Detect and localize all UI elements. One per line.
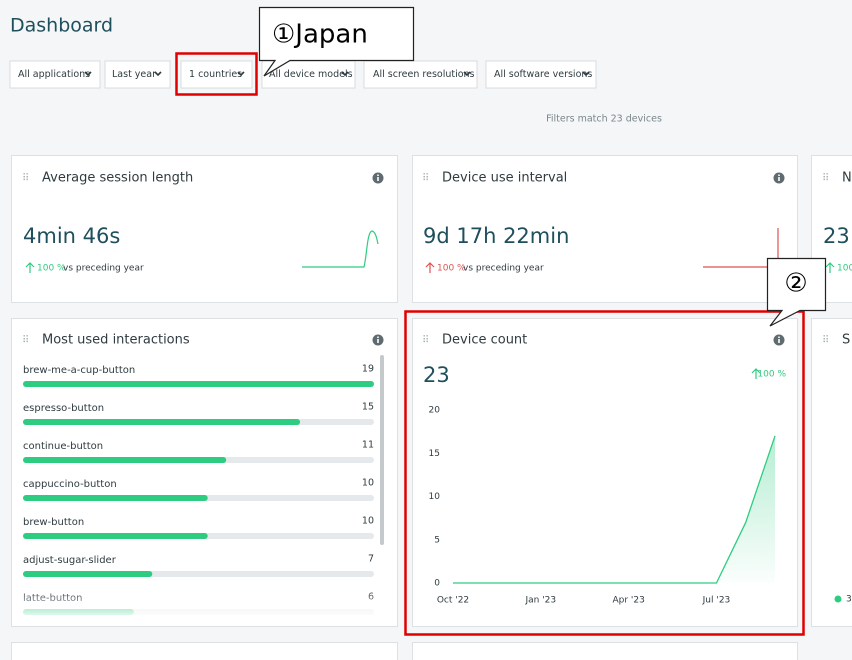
kpi-note: vs preceding year [463,264,544,274]
item-value: 10 [362,516,374,527]
y-tick-label: 5 [434,535,440,545]
callout-bubble [258,6,415,77]
drag-handle: ⠿ [422,335,429,346]
item-label: brew-button [23,517,84,528]
card [11,642,398,660]
filter-button[interactable] [485,60,597,89]
y-tick-label: 10 [429,492,441,502]
filter-button[interactable] [363,60,478,89]
card-title: Device use interval [442,171,567,186]
bar [23,381,374,387]
callout-bubble [766,257,827,327]
item-value: 7 [368,554,374,565]
up-arrow [25,262,35,273]
item-label: brew-me-a-cup-button [23,365,135,376]
item-value: 15 [362,402,374,413]
page-title: Dashboard [10,15,113,37]
kpi-note: vs preceding year [63,264,144,274]
kpi-change: 100 % [37,264,66,274]
filter-bar: All applications Last year 1 countries A… [9,60,597,89]
info-icons [372,172,785,346]
card [412,155,798,303]
sparkline [302,230,379,268]
callout-text: ①Japan [272,20,368,50]
drag-handle: ⠿ [422,173,429,184]
card-title: N [842,171,852,186]
highlight-box [175,52,258,96]
filter-summary: Filters match 23 devices [546,114,662,125]
bar [23,419,301,425]
list-fade [12,588,376,615]
callout-text: ② [784,269,807,299]
device-chart: 0 5 10 15 20 Oct '22 Jan '23 Apr '23 Jul '23 [429,406,776,606]
card [11,155,398,303]
item-value: 19 [362,364,374,375]
info-glyphs [377,174,780,343]
kpi-value: 23 [823,224,850,248]
drag-handle: ⠿ [22,335,29,346]
item-value: 11 [362,440,374,451]
y-tick-label: 20 [429,406,441,416]
bar [23,495,208,501]
card-title: Most used interactions [42,333,190,348]
chevrons [84,71,590,77]
drag-handle: ⠿ [822,335,829,346]
bar [23,457,227,463]
item-value: 10 [362,478,374,489]
kpi-value: 9d 17h 22min [423,224,569,248]
item-label: cappuccino-button [23,479,117,490]
card-title: Device count [442,333,527,348]
card [811,318,852,627]
item-label: continue-button [23,441,103,452]
drag-handle: ⠿ [22,173,29,184]
kpi-value: 4min 46s [23,224,120,248]
x-tick-label: Jan '23 [524,596,556,606]
filter-label: All screen resolutions [373,69,475,80]
highlight-box [404,310,805,636]
y-tick-label: 0 [434,579,440,589]
scrollbar[interactable] [380,355,384,545]
legend-label: 3 [846,595,852,605]
item-label: espresso-button [23,403,104,414]
kpi-change: 100 % [757,370,786,380]
kpi-change: 100 [837,264,852,274]
card-title: S [842,333,850,348]
area [453,435,775,583]
up-arrow [825,262,835,273]
filter-button[interactable] [9,60,101,89]
card-title: Average session length [42,171,193,186]
up-arrow [751,368,761,379]
drag-handle: ⠿ [822,173,829,184]
legend-dot [834,595,842,603]
filter-label: All applications [18,69,90,80]
filter-label: All device models [269,69,353,80]
filter-label: All software versions [494,69,592,80]
drag-handles: ⠿ ⠿ ⠿ ⠿ ⠿ ⠿ [22,173,829,346]
x-tick-label: Oct '22 [437,596,469,606]
bar [23,571,153,577]
kpi-value: 23 [423,363,450,387]
filter-label: 1 countries [189,69,242,80]
filter-label: Last year [112,69,156,80]
up-arrow [425,262,435,273]
line [453,435,776,584]
x-tick-label: Jul '23 [702,596,731,606]
bar [23,533,208,539]
kpi-change: 100 % [437,264,466,274]
y-tick-label: 15 [429,449,440,459]
item-label: adjust-sugar-slider [23,555,117,566]
x-tick-label: Apr '23 [612,596,644,606]
card [412,642,798,660]
